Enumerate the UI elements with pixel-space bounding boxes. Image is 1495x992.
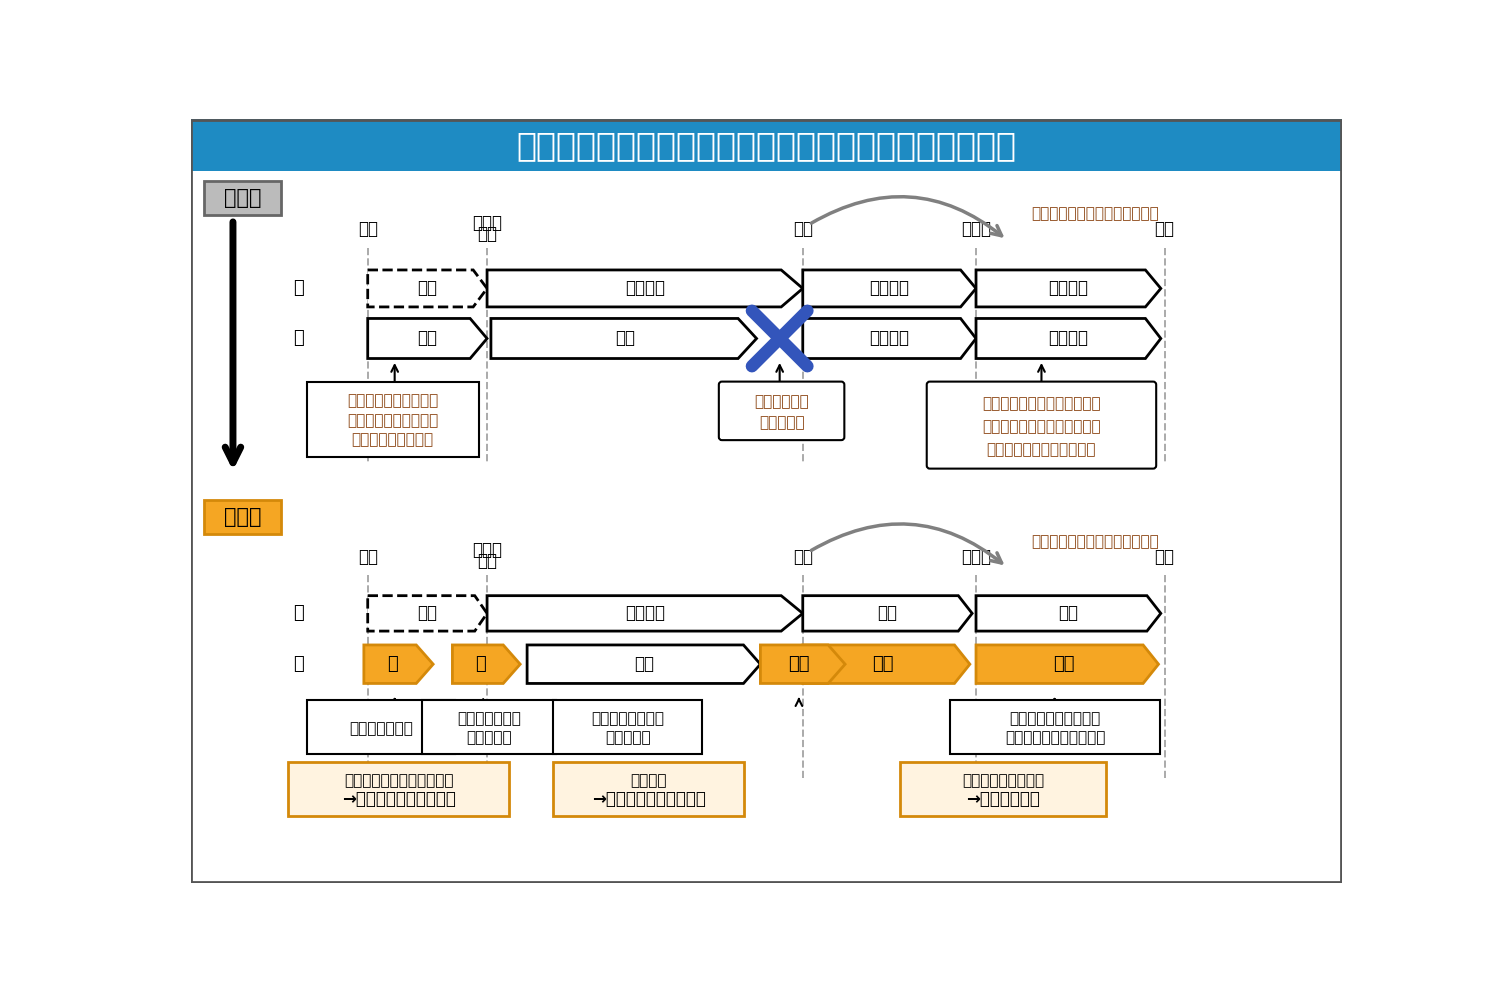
FancyBboxPatch shape xyxy=(553,700,701,754)
FancyBboxPatch shape xyxy=(205,181,281,214)
Text: 育休: 育休 xyxy=(788,655,810,674)
Text: 開始時点を柔軟化する: 開始時点を柔軟化する xyxy=(1009,711,1100,726)
Text: 出生: 出生 xyxy=(357,220,378,238)
Text: １歳: １歳 xyxy=(792,220,813,238)
Text: 産休: 産休 xyxy=(417,280,438,298)
Text: 出生後: 出生後 xyxy=(472,214,502,232)
Text: 育児休業: 育児休業 xyxy=(625,280,665,298)
Text: １歳: １歳 xyxy=(792,548,813,565)
FancyBboxPatch shape xyxy=(306,700,456,754)
Polygon shape xyxy=(976,595,1160,631)
Polygon shape xyxy=(363,645,434,683)
Polygon shape xyxy=(976,318,1160,358)
Text: 育児休業: 育児休業 xyxy=(1048,280,1088,298)
Text: ６か月時点に限定されている: ６か月時点に限定されている xyxy=(982,419,1100,434)
Text: 育休: 育休 xyxy=(1052,655,1073,674)
Text: 育休: 育休 xyxy=(417,329,438,347)
Polygon shape xyxy=(487,270,803,307)
Polygon shape xyxy=(803,595,972,631)
Text: →途中交代可能: →途中交代可能 xyxy=(966,790,1041,807)
Text: 出生時・退院時: 出生時・退院時 xyxy=(350,721,413,736)
Polygon shape xyxy=(368,270,487,307)
Polygon shape xyxy=(976,645,1159,683)
Text: 産休: 産休 xyxy=(417,604,438,622)
Text: １歳半: １歳半 xyxy=(961,548,991,565)
Polygon shape xyxy=(803,318,976,358)
Text: →分割して２回取得可能: →分割して２回取得可能 xyxy=(592,790,706,807)
Polygon shape xyxy=(490,318,756,358)
FancyBboxPatch shape xyxy=(287,762,510,815)
FancyBboxPatch shape xyxy=(205,500,281,534)
Text: １歳以降の育児休業: １歳以降の育児休業 xyxy=(961,773,1044,788)
FancyBboxPatch shape xyxy=(306,382,478,457)
Text: 父: 父 xyxy=(293,655,303,674)
Text: 出産後８週間以内に育: 出産後８週間以内に育 xyxy=(347,393,438,408)
Polygon shape xyxy=(803,645,970,683)
Text: 育児休業: 育児休業 xyxy=(625,604,665,622)
Text: 母: 母 xyxy=(293,604,303,622)
Text: タイミング: タイミング xyxy=(466,730,511,745)
Text: 開始時点が１歳時点又は１歳: 開始時点が１歳時点又は１歳 xyxy=(982,396,1100,411)
Polygon shape xyxy=(976,270,1160,307)
FancyBboxPatch shape xyxy=(423,700,556,754)
Text: 里帰りから戻る: 里帰りから戻る xyxy=(457,711,520,726)
Text: 母: 母 xyxy=(293,280,303,298)
Text: ８週: ８週 xyxy=(477,225,496,243)
Text: 出生後: 出生後 xyxy=(472,542,502,559)
Text: 育休: 育休 xyxy=(872,655,893,674)
Text: 育休: 育休 xyxy=(616,329,635,347)
Polygon shape xyxy=(803,270,976,307)
Text: 育休: 育休 xyxy=(1058,604,1078,622)
Text: 制度改正により実現できる働き方・休み方（イメージ）: 制度改正により実現できる働き方・休み方（イメージ） xyxy=(516,129,1017,162)
Text: 育児休業: 育児休業 xyxy=(870,329,909,347)
Text: 休: 休 xyxy=(387,655,398,674)
FancyBboxPatch shape xyxy=(553,762,745,815)
Text: 子の出生後８週以内の休業: 子の出生後８週以内の休業 xyxy=(344,773,453,788)
FancyBboxPatch shape xyxy=(949,700,1160,754)
Text: ３度目の取得: ３度目の取得 xyxy=(753,394,809,409)
Text: 育児休業: 育児休業 xyxy=(631,773,667,788)
Text: ２歳: ２歳 xyxy=(1154,548,1175,565)
Text: ことで、途中交代可能に: ことで、途中交代可能に xyxy=(1005,730,1105,745)
FancyBboxPatch shape xyxy=(927,382,1156,468)
Polygon shape xyxy=(761,645,845,683)
Text: 育休: 育休 xyxy=(878,604,897,622)
Text: 父: 父 xyxy=(293,329,303,347)
Text: タイミング: タイミング xyxy=(605,730,650,745)
Text: 改正後: 改正後 xyxy=(224,507,262,527)
Text: 妻の職場復帰等の: 妻の職場復帰等の xyxy=(591,711,664,726)
Text: 休: 休 xyxy=(475,655,486,674)
Text: ８週: ８週 xyxy=(477,553,496,570)
Polygon shape xyxy=(453,645,520,683)
Polygon shape xyxy=(487,595,803,631)
Text: 改正前: 改正前 xyxy=(224,187,262,207)
Text: １歳半: １歳半 xyxy=(961,220,991,238)
Text: はできない: はできない xyxy=(759,415,804,430)
Text: ため、途中で交代できない: ため、途中で交代できない xyxy=(987,441,1096,457)
FancyBboxPatch shape xyxy=(719,382,845,440)
Text: 保育所に入所できない等の場合: 保育所に入所できない等の場合 xyxy=(1032,534,1159,549)
Polygon shape xyxy=(368,595,487,631)
Text: 育休: 育休 xyxy=(634,655,653,674)
Text: →分割して２回取得可能: →分割して２回取得可能 xyxy=(341,790,456,807)
Text: 育児休業: 育児休業 xyxy=(1048,329,1088,347)
FancyBboxPatch shape xyxy=(900,762,1106,815)
Text: 再取得（パパ休暇）: 再取得（パパ休暇） xyxy=(351,433,434,447)
FancyBboxPatch shape xyxy=(191,119,1343,172)
Polygon shape xyxy=(368,318,487,358)
Text: 育児休業: 育児休業 xyxy=(870,280,909,298)
Text: ２歳: ２歳 xyxy=(1154,220,1175,238)
Text: 出生: 出生 xyxy=(357,548,378,565)
Text: 児休業取得した場合の: 児休業取得した場合の xyxy=(347,413,438,428)
Text: 保育所に入所できない等の場合: 保育所に入所できない等の場合 xyxy=(1032,206,1159,221)
Polygon shape xyxy=(528,645,761,683)
